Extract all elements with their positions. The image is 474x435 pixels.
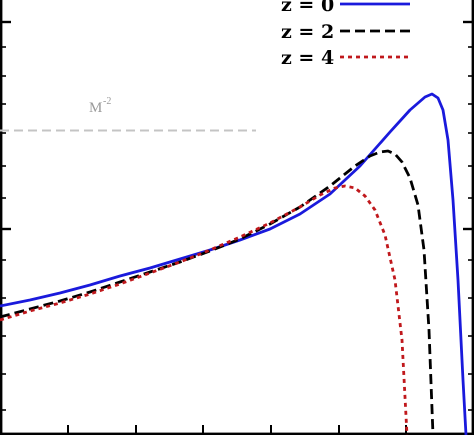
legend: z = 0 z = 2 z = 4 bbox=[281, 0, 410, 69]
reference-label-superscript: -2 bbox=[103, 96, 111, 107]
legend-label-0: z = 0 bbox=[281, 0, 334, 16]
reference-label: M bbox=[89, 100, 102, 116]
series-line-2 bbox=[0, 184, 409, 435]
reference-line-group: M -2 bbox=[0, 96, 256, 132]
series-line-1 bbox=[0, 149, 435, 435]
legend-label-1: z = 2 bbox=[281, 21, 334, 43]
series-group bbox=[0, 92, 468, 435]
series-line-0 bbox=[0, 92, 468, 435]
legend-label-2: z = 4 bbox=[281, 47, 334, 69]
